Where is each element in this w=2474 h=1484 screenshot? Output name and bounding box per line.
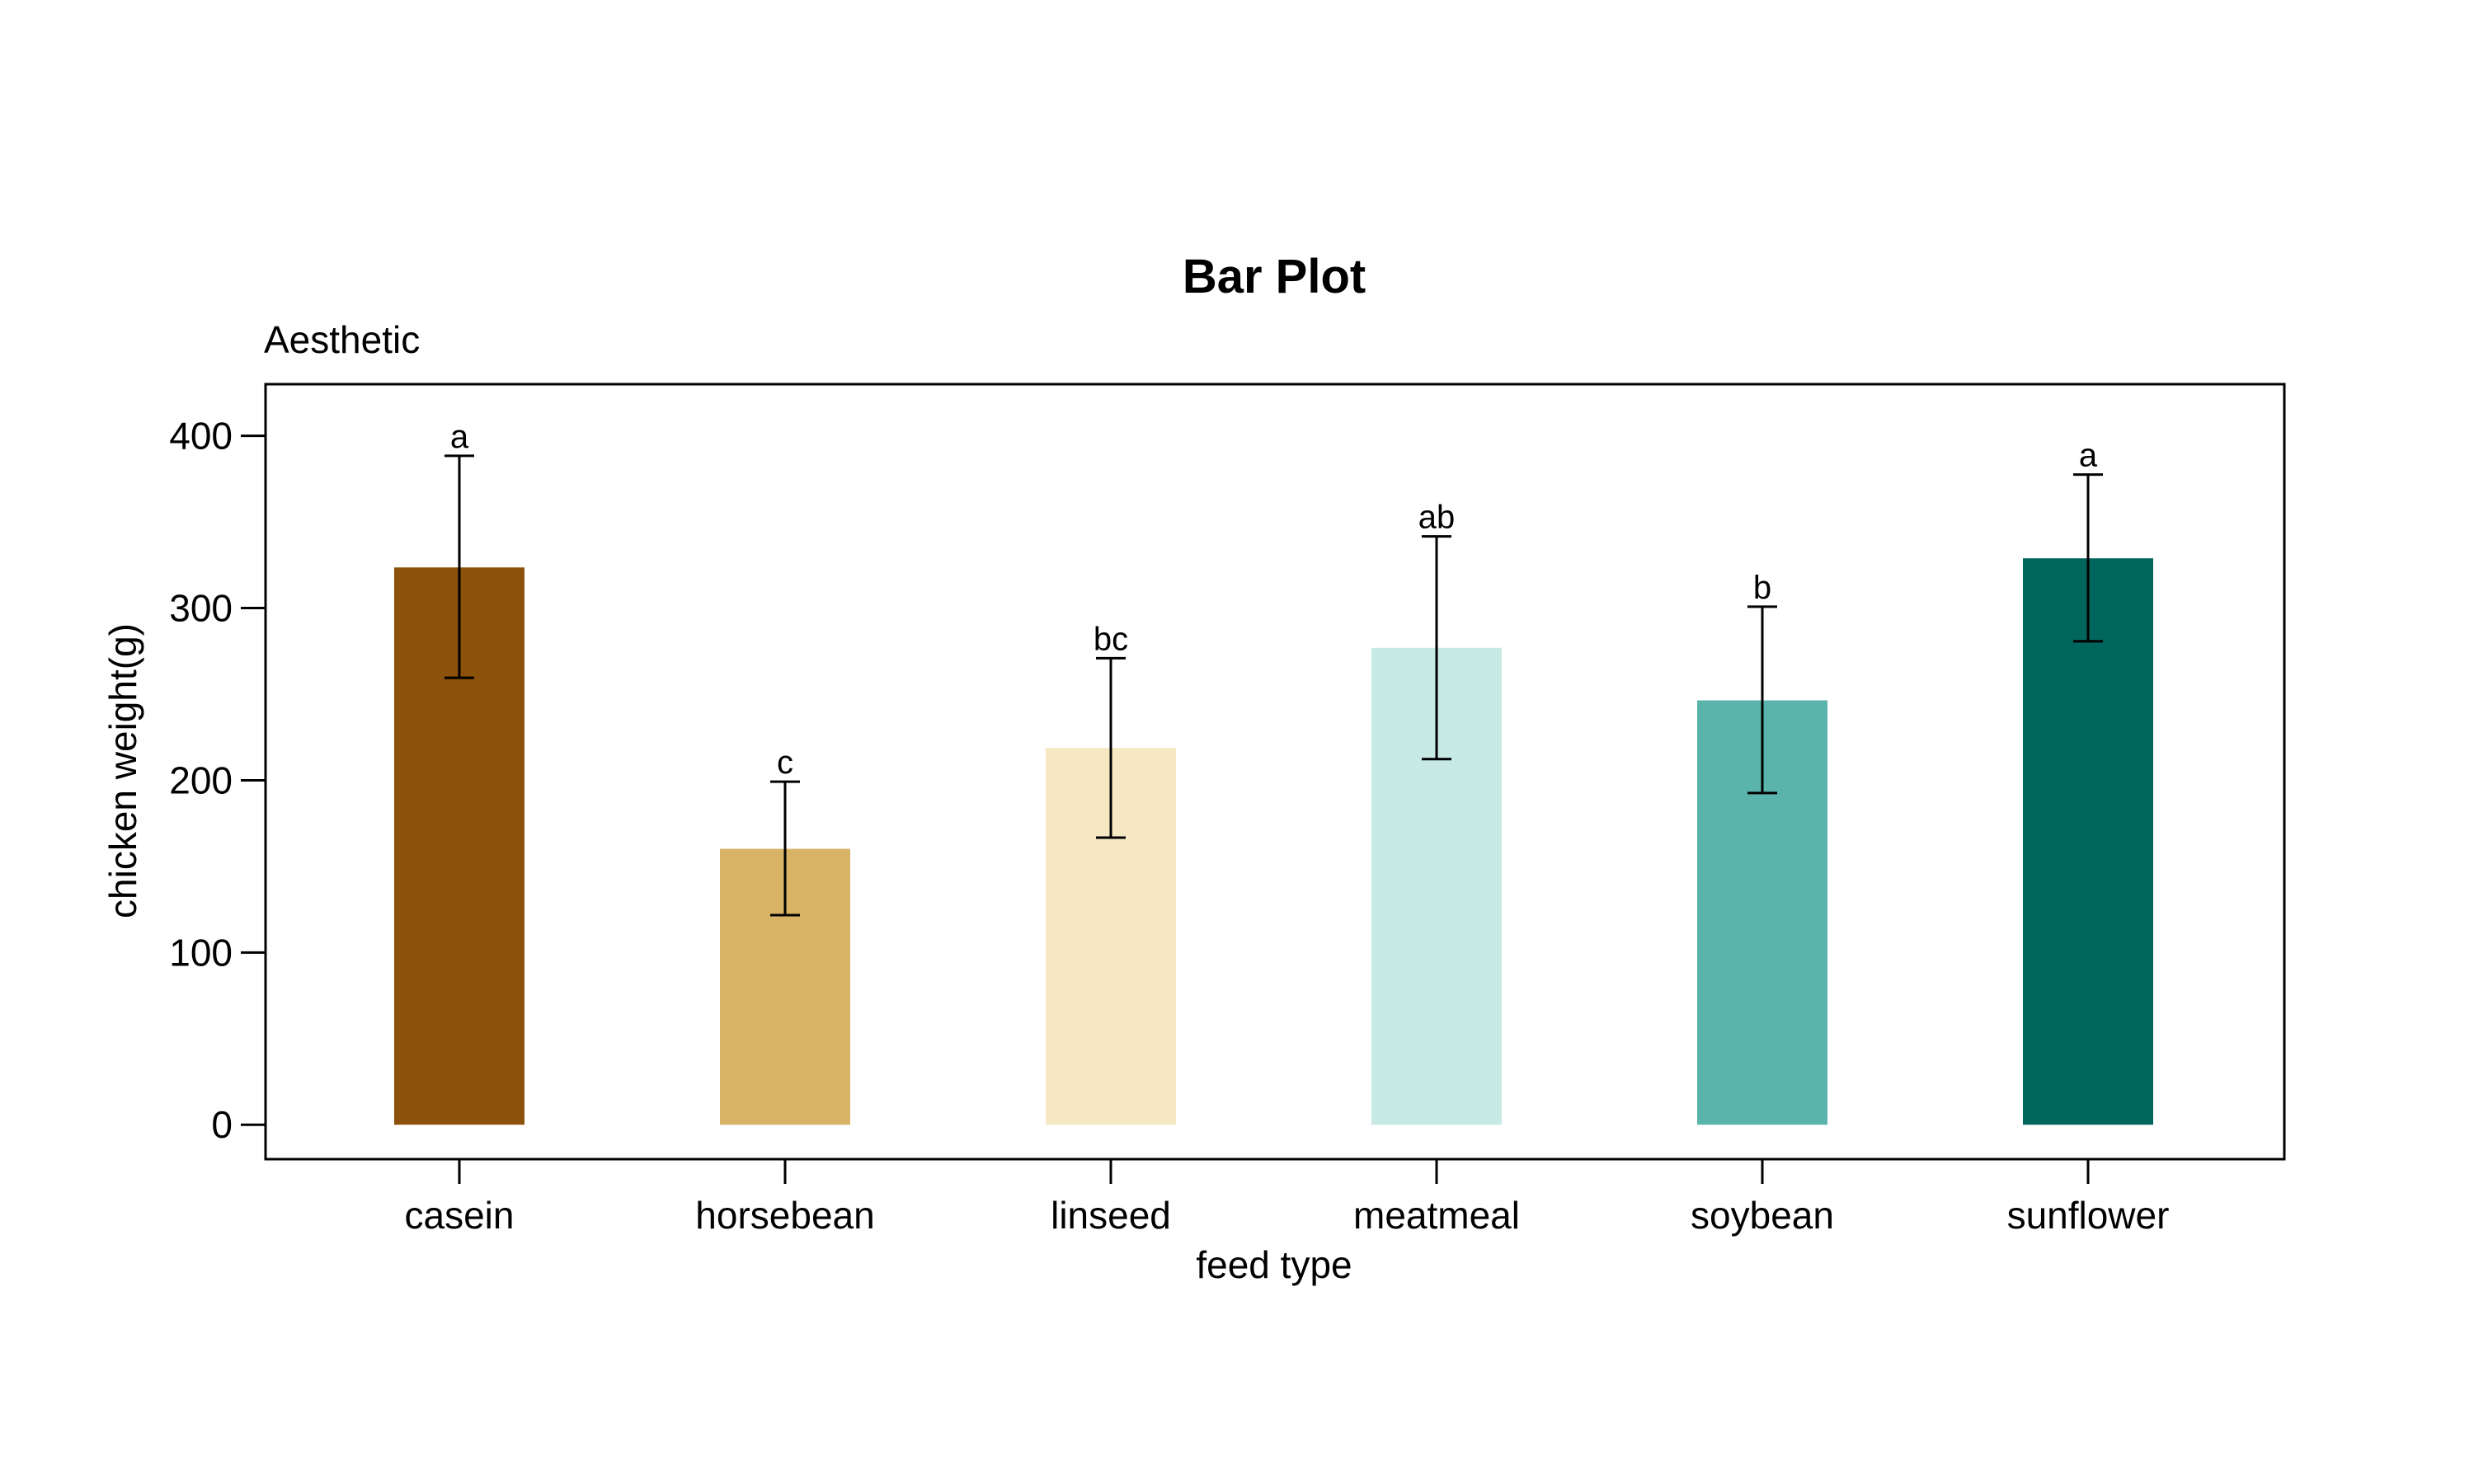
y-tick-label: 200 xyxy=(169,758,233,801)
chart-subtitle: Aesthetic xyxy=(264,318,420,361)
significance-label-sunflower: a xyxy=(2079,438,2098,474)
chart-title: Bar Plot xyxy=(1183,250,1366,303)
bars-group: a c bc ab b a xyxy=(394,419,2153,1125)
x-tick-label-linseed: linseed xyxy=(1051,1194,1171,1237)
x-axis-label: feed type xyxy=(1196,1243,1352,1286)
x-axis: casein horsebean linseed meatmeal soybean sun… xyxy=(405,1159,2170,1237)
x-tick-label-horsebean: horsebean xyxy=(695,1194,874,1237)
y-tick-label: 0 xyxy=(211,1103,233,1146)
significance-label-casein: a xyxy=(450,419,469,455)
bar-sunflower xyxy=(2023,558,2153,1125)
x-tick-label-meatmeal: meatmeal xyxy=(1353,1194,1520,1237)
y-tick-label: 100 xyxy=(169,931,233,974)
y-tick-label: 300 xyxy=(169,587,233,630)
significance-label-horsebean: c xyxy=(777,744,793,781)
y-tick-label: 400 xyxy=(169,415,233,458)
x-tick-label-sunflower: sunflower xyxy=(2007,1194,2170,1237)
significance-label-meatmeal: ab xyxy=(1418,500,1456,536)
plot-panel-border xyxy=(264,383,2286,1161)
x-tick-label-casein: casein xyxy=(405,1194,515,1237)
y-axis: 0 100 200 300 400 xyxy=(169,415,266,1146)
significance-label-soybean: b xyxy=(1753,570,1771,606)
significance-label-linseed: bc xyxy=(1094,621,1128,657)
x-tick-label-soybean: soybean xyxy=(1691,1194,1834,1237)
y-axis-label: chicken weight(g) xyxy=(101,623,144,918)
